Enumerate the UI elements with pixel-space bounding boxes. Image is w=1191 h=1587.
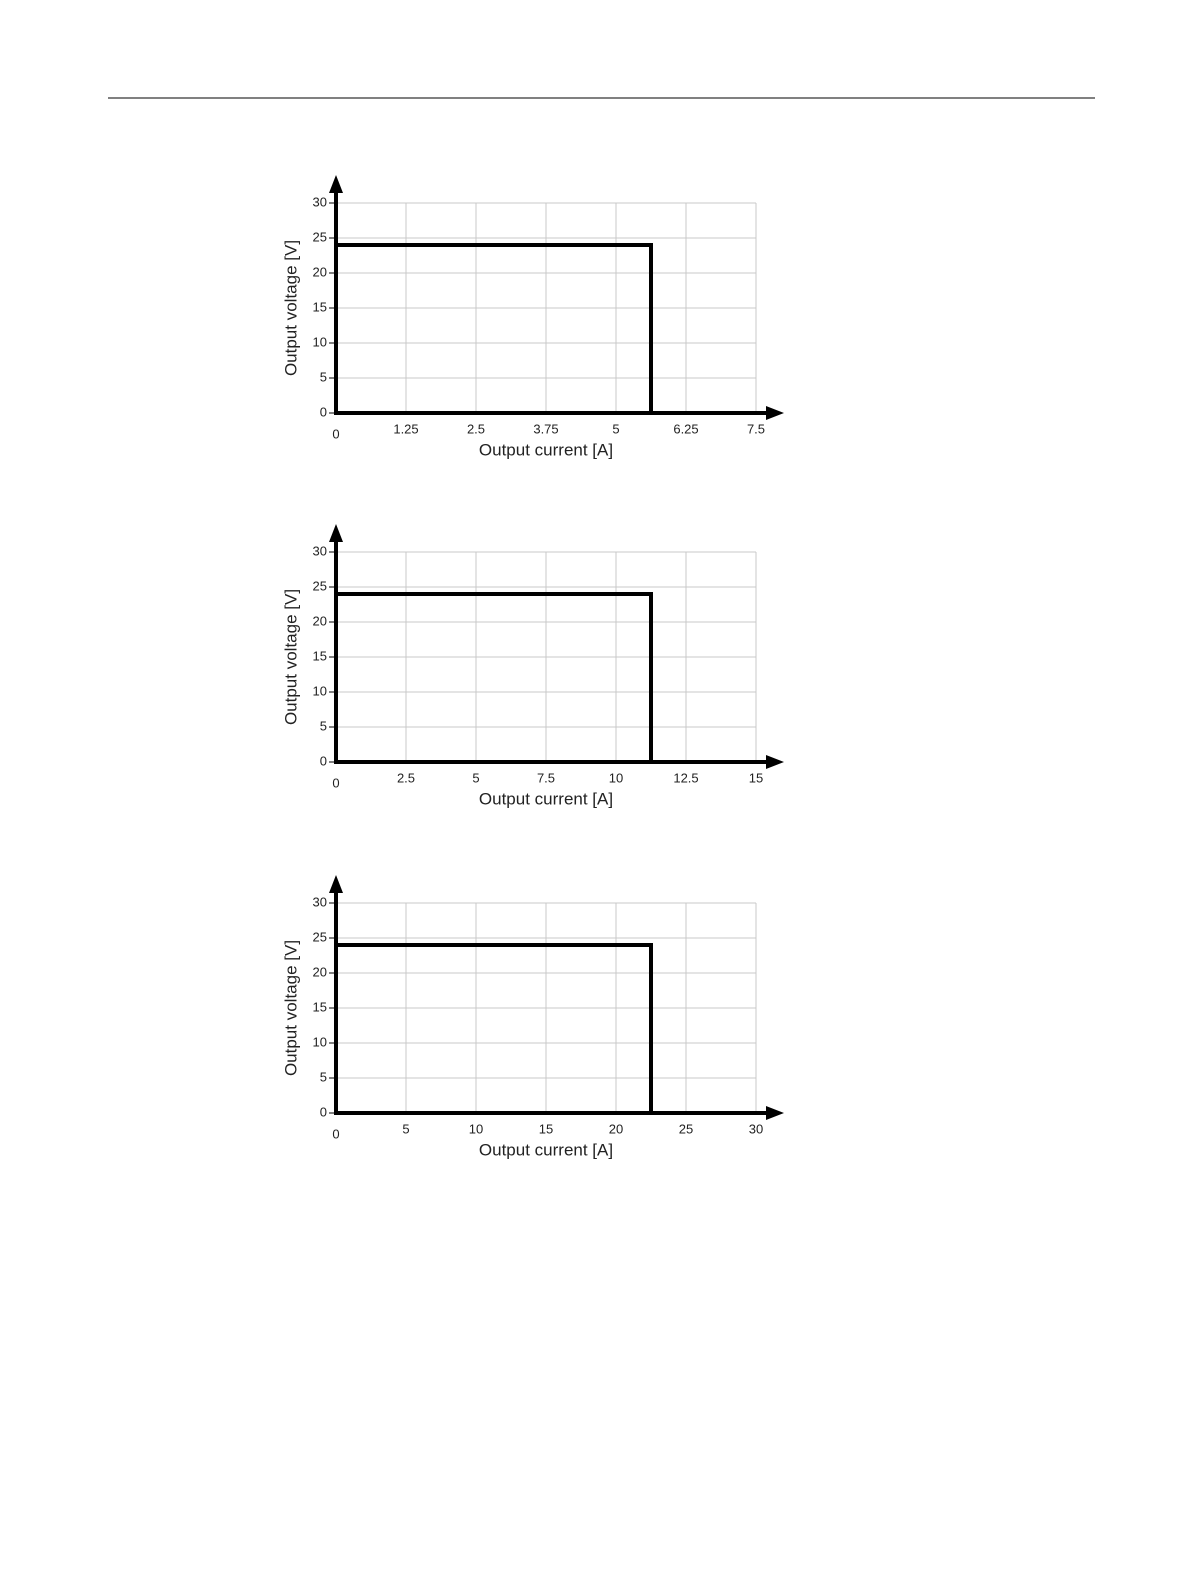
y-tick-label: 20	[313, 964, 327, 979]
x-tick-label: 5	[612, 421, 619, 436]
x-tick-label: 20	[609, 1121, 623, 1136]
axis-title: Output voltage [V]	[281, 940, 300, 1076]
data-line	[336, 943, 653, 1113]
y-axis-arrow	[329, 175, 343, 193]
x-tick-label: 2.5	[467, 421, 485, 436]
y-tick-label: 30	[313, 543, 327, 558]
axis-title: Output current [A]	[479, 440, 613, 459]
y-tick-label: 10	[313, 683, 327, 698]
x-tick-label: 5	[472, 770, 479, 785]
x-tick-label: 3.75	[533, 421, 558, 436]
y-tick-label: 5	[320, 1069, 327, 1084]
x-tick-label: 2.5	[397, 770, 415, 785]
x-tick-label: 10	[609, 770, 623, 785]
x-tick-label: 1.25	[393, 421, 418, 436]
y-tick-label: 15	[313, 648, 327, 663]
y-tick-label: 25	[313, 578, 327, 593]
axis-title: Output current [A]	[479, 1140, 613, 1159]
x-tick-label: 5	[402, 1121, 409, 1136]
x-tick-label: 7.5	[537, 770, 555, 785]
y-axis-arrow	[329, 875, 343, 893]
y-tick-label: 10	[313, 334, 327, 349]
y-tick-label: 0	[320, 404, 327, 419]
x-tick-label: 0	[332, 775, 339, 790]
x-tick-label: 30	[749, 1121, 763, 1136]
y-axis-arrow	[329, 524, 343, 542]
y-tick-label: 30	[313, 894, 327, 909]
y-tick-label: 30	[313, 194, 327, 209]
x-tick-label: 15	[749, 770, 763, 785]
x-axis-arrow	[766, 406, 784, 420]
x-tick-label: 0	[332, 426, 339, 441]
y-tick-label: 25	[313, 229, 327, 244]
y-tick-label: 5	[320, 718, 327, 733]
x-axis-arrow	[766, 1106, 784, 1120]
x-tick-label: 0	[332, 1126, 339, 1141]
x-tick-label: 7.5	[747, 421, 765, 436]
y-tick-label: 0	[320, 753, 327, 768]
y-tick-label: 25	[313, 929, 327, 944]
y-tick-label: 5	[320, 369, 327, 384]
x-tick-label: 10	[469, 1121, 483, 1136]
data-line	[336, 592, 653, 762]
axis-title: Output current [A]	[479, 789, 613, 808]
x-axis-arrow	[766, 755, 784, 769]
x-tick-label: 15	[539, 1121, 553, 1136]
x-tick-label: 25	[679, 1121, 693, 1136]
data-line	[336, 243, 653, 413]
y-tick-label: 0	[320, 1104, 327, 1119]
y-tick-label: 15	[313, 999, 327, 1014]
y-tick-label: 10	[313, 1034, 327, 1049]
y-tick-label: 15	[313, 299, 327, 314]
axis-title: Output voltage [V]	[281, 589, 300, 725]
y-tick-label: 20	[313, 264, 327, 279]
y-tick-label: 20	[313, 613, 327, 628]
x-tick-label: 12.5	[673, 770, 698, 785]
axis-title: Output voltage [V]	[281, 240, 300, 376]
x-tick-label: 6.25	[673, 421, 698, 436]
